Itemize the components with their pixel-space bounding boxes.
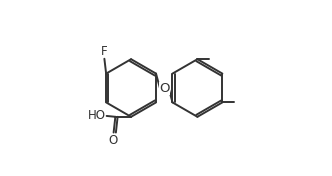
Text: F: F	[101, 45, 108, 58]
Text: O: O	[108, 134, 118, 147]
Text: HO: HO	[88, 109, 106, 122]
Text: O: O	[159, 81, 170, 95]
